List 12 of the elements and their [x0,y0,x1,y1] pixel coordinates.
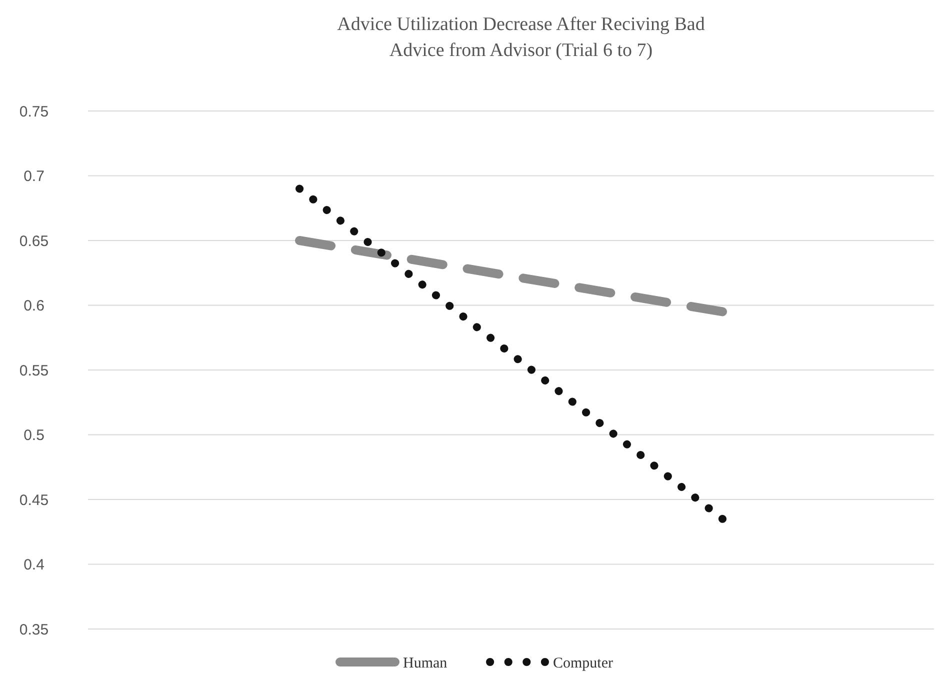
y-tick-label: 0.7 [24,168,44,185]
y-tick-label: 0.75 [19,103,49,120]
legend-label: Computer [553,655,613,672]
legend-label: Human [403,655,448,672]
y-tick-label: 0.65 [19,232,49,250]
y-tick-label: 0.6 [24,298,44,314]
y-tick-label: 0.35 [19,621,49,638]
y-tick-label: 0.45 [19,492,49,509]
y-tick-label: 0.4 [24,556,44,574]
y-tick-label: 0.5 [24,427,44,444]
y-tick-label: 0.55 [19,362,49,380]
chart-title: Advice Utilization Decrease After Reciving Bad Advice from Advisor (Trial 6 to 7) [337,14,706,61]
